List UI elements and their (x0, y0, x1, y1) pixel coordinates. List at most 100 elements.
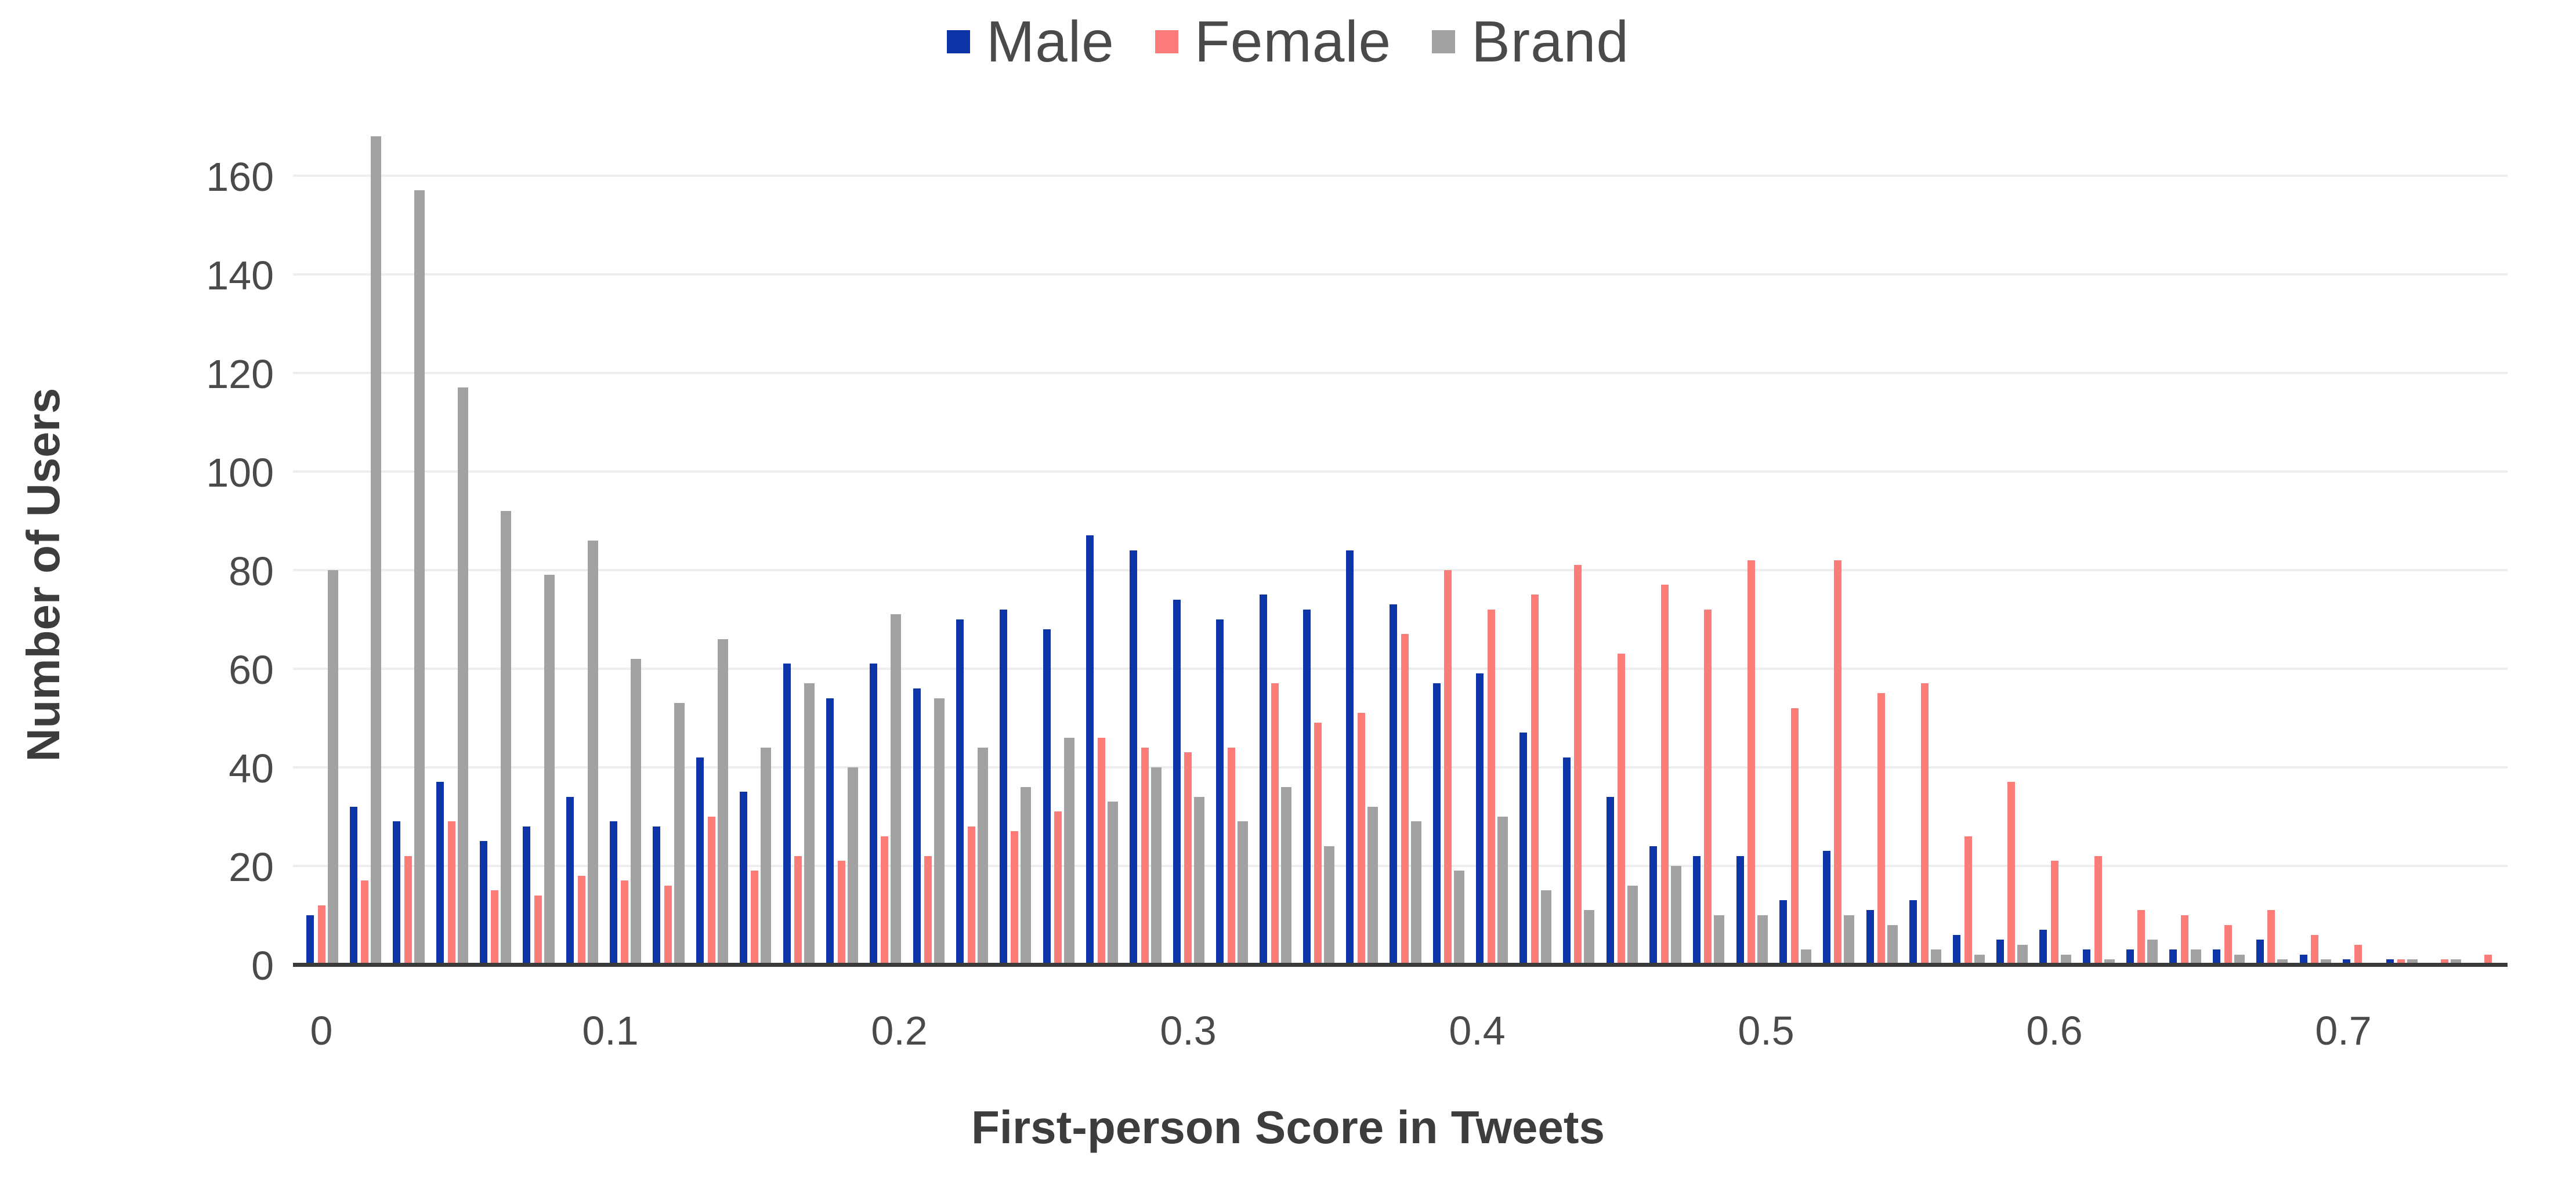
bar-male-11 (783, 664, 791, 965)
male-swatch-icon (946, 30, 970, 53)
bar-male-45 (2256, 940, 2264, 965)
bar-female-21 (1228, 748, 1235, 965)
bar-brand-26 (1454, 871, 1464, 965)
bar-female-49 (2441, 959, 2448, 965)
bar-male-3 (436, 782, 444, 965)
bar-male-47 (2343, 959, 2350, 965)
x-axis-line (293, 963, 2508, 967)
bar-brand-3 (458, 387, 468, 965)
bar-female-22 (1271, 683, 1279, 965)
gridline-y-20 (293, 865, 2508, 867)
x-tick-label: 0.5 (1738, 1008, 1794, 1053)
bar-male-46 (2300, 955, 2307, 965)
bar-male-17 (1043, 629, 1051, 965)
bar-male-23 (1303, 610, 1311, 965)
bar-female-12 (838, 861, 845, 965)
brand-swatch-icon (1432, 30, 1456, 53)
bar-female-11 (794, 856, 802, 965)
bar-male-16 (1000, 610, 1007, 965)
bar-male-33 (1736, 856, 1744, 965)
bar-female-25 (1401, 634, 1409, 965)
bar-brand-30 (1627, 886, 1638, 965)
bar-brand-8 (674, 703, 685, 965)
bar-brand-24 (1367, 807, 1378, 965)
x-tick-label: 0.1 (582, 1008, 639, 1053)
bar-female-43 (2181, 915, 2188, 965)
bar-male-24 (1346, 550, 1354, 965)
bar-male-39 (1996, 940, 2004, 965)
bar-female-17 (1054, 811, 1062, 965)
bar-female-9 (708, 817, 715, 965)
bar-male-29 (1563, 757, 1571, 965)
bar-male-27 (1476, 673, 1484, 965)
bar-female-0 (318, 905, 325, 965)
gridline-y-140 (293, 273, 2508, 276)
bar-brand-48 (2407, 959, 2418, 965)
bar-female-39 (2007, 782, 2015, 965)
bar-brand-38 (1974, 955, 1985, 965)
bar-brand-27 (1497, 817, 1508, 965)
bar-male-25 (1390, 604, 1397, 965)
bar-male-26 (1433, 683, 1441, 965)
bar-female-47 (2354, 945, 2362, 965)
bar-male-42 (2126, 949, 2134, 965)
y-tick-label: 160 (206, 154, 274, 200)
y-axis-title: Number of Users (17, 387, 69, 762)
bar-brand-40 (2061, 955, 2071, 965)
bar-female-10 (751, 871, 758, 965)
bar-brand-2 (414, 190, 425, 965)
bar-male-28 (1519, 733, 1527, 965)
bar-male-35 (1823, 851, 1830, 965)
legend-label: Female (1194, 9, 1392, 74)
bar-male-7 (610, 821, 617, 965)
gridline-y-100 (293, 470, 2508, 473)
bar-female-28 (1531, 594, 1539, 965)
y-tick-label: 40 (229, 746, 274, 791)
bar-female-2 (404, 856, 412, 965)
y-tick-label: 20 (229, 844, 274, 890)
bar-brand-43 (2191, 949, 2201, 965)
bar-male-10 (740, 792, 747, 965)
bar-male-38 (1953, 935, 1960, 965)
bar-brand-22 (1281, 787, 1291, 965)
bar-female-36 (1877, 693, 1885, 965)
legend: Male Female Brand (0, 13, 2576, 71)
bar-female-33 (1748, 560, 1755, 965)
bar-brand-37 (1931, 949, 1941, 965)
x-tick-label: 0.7 (2315, 1008, 2372, 1053)
bar-female-26 (1444, 570, 1452, 965)
bar-female-34 (1791, 708, 1799, 965)
x-tick-label: 0.2 (871, 1008, 928, 1053)
bar-brand-1 (371, 136, 381, 965)
legend-item-male: Male (946, 13, 1115, 71)
bar-brand-29 (1584, 910, 1594, 965)
bar-brand-9 (718, 639, 728, 965)
bar-brand-14 (934, 698, 945, 965)
bar-female-19 (1141, 748, 1149, 965)
bar-brand-41 (2104, 959, 2115, 965)
bar-male-0 (306, 915, 314, 965)
bar-male-2 (393, 821, 400, 965)
x-tick-label: 0.4 (1449, 1008, 1506, 1053)
bar-brand-36 (1887, 925, 1898, 965)
bar-brand-20 (1194, 797, 1204, 965)
bar-brand-18 (1108, 802, 1118, 965)
bar-brand-17 (1064, 738, 1074, 965)
bar-female-4 (491, 890, 498, 965)
bar-brand-21 (1238, 821, 1248, 965)
bar-male-32 (1693, 856, 1701, 965)
bar-male-20 (1173, 600, 1181, 965)
y-tick-label: 80 (229, 549, 274, 594)
bar-male-36 (1866, 910, 1874, 965)
bar-female-41 (2094, 856, 2102, 965)
bar-male-30 (1607, 797, 1614, 965)
bar-male-14 (913, 688, 921, 965)
gridline-y-40 (293, 766, 2508, 768)
x-tick-label: 0 (310, 1008, 333, 1053)
female-swatch-icon (1155, 30, 1178, 53)
bar-female-23 (1314, 723, 1322, 965)
bar-male-37 (1909, 900, 1917, 965)
bar-brand-12 (848, 767, 858, 965)
bar-female-15 (968, 826, 975, 965)
bar-female-27 (1488, 610, 1495, 965)
